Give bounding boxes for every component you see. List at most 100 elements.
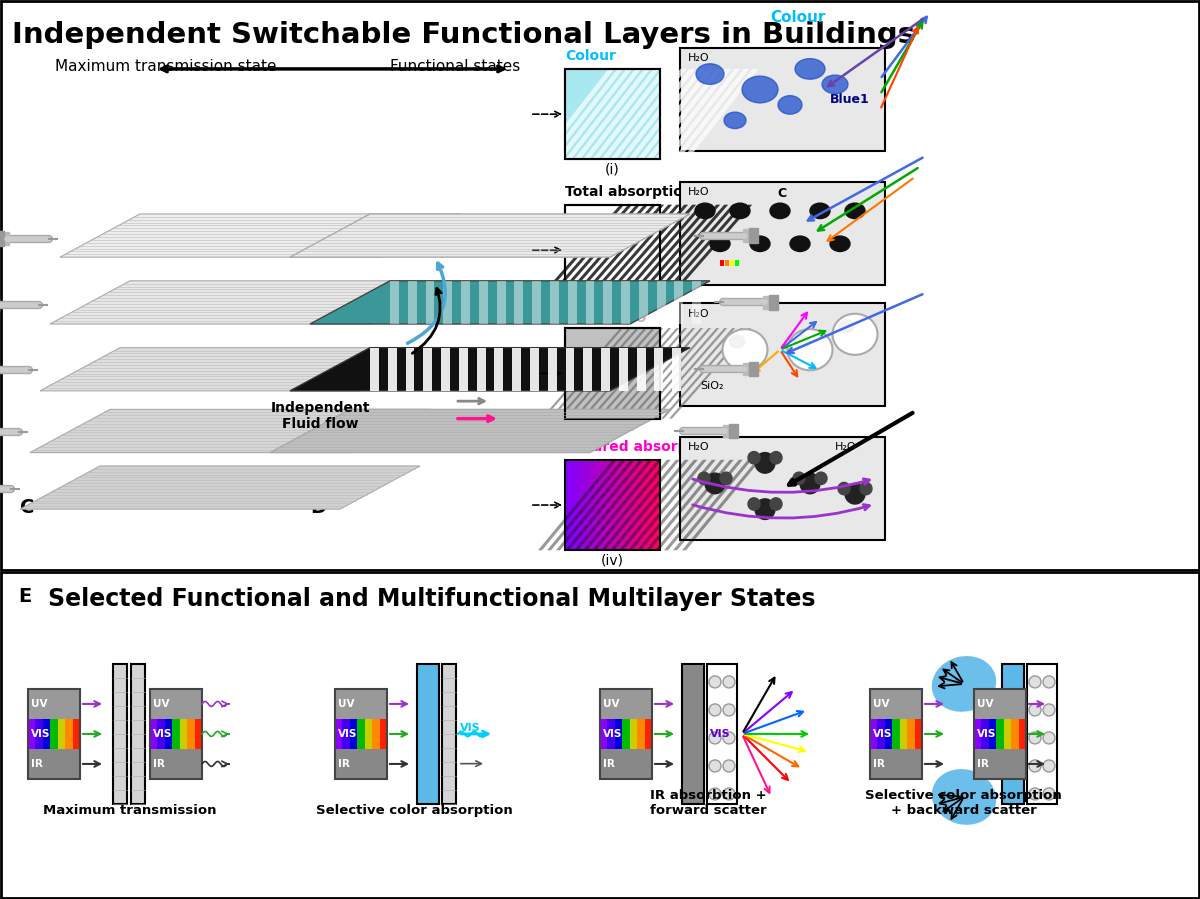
Text: Selective color absorption
+ backward scatter: Selective color absorption + backward sc… — [865, 789, 1062, 817]
Polygon shape — [547, 348, 557, 391]
Bar — [870, 689, 922, 719]
Bar — [607, 719, 614, 749]
Text: Independent Switchable Functional Layers in Buildings: Independent Switchable Functional Layers… — [12, 21, 916, 49]
Bar — [565, 328, 660, 419]
Polygon shape — [622, 205, 704, 295]
Polygon shape — [646, 69, 722, 159]
Text: UV: UV — [338, 699, 354, 709]
Text: C: C — [20, 498, 35, 518]
Polygon shape — [589, 205, 672, 295]
Circle shape — [860, 483, 872, 494]
Polygon shape — [568, 280, 577, 324]
Polygon shape — [574, 69, 650, 159]
Bar — [914, 719, 922, 749]
Bar — [600, 689, 652, 719]
Polygon shape — [601, 348, 610, 391]
Polygon shape — [672, 348, 682, 391]
Text: C: C — [778, 187, 787, 200]
Bar — [335, 719, 342, 749]
Bar — [722, 425, 730, 437]
Polygon shape — [628, 459, 707, 550]
Polygon shape — [565, 348, 575, 391]
Polygon shape — [656, 280, 666, 324]
Circle shape — [1030, 732, 1042, 744]
Bar — [600, 749, 652, 779]
Polygon shape — [592, 69, 668, 159]
Bar — [749, 228, 758, 243]
Bar — [157, 719, 164, 749]
Polygon shape — [408, 280, 416, 324]
Text: UV: UV — [604, 699, 619, 709]
Text: IR: IR — [977, 759, 989, 769]
Bar — [36, 719, 43, 749]
Bar — [565, 69, 660, 159]
Bar — [870, 689, 922, 779]
Bar — [870, 719, 877, 749]
Polygon shape — [550, 280, 559, 324]
Bar — [974, 749, 1026, 779]
Polygon shape — [290, 214, 690, 257]
Polygon shape — [610, 459, 689, 550]
Polygon shape — [557, 205, 641, 295]
Text: Selected Functional and Multifunctional Multilayer States: Selected Functional and Multifunctional … — [48, 587, 816, 611]
Bar — [682, 663, 704, 804]
Polygon shape — [370, 348, 379, 391]
Polygon shape — [581, 328, 664, 419]
Text: H₂O: H₂O — [688, 308, 709, 318]
Text: UV: UV — [31, 699, 48, 709]
Bar — [565, 69, 660, 159]
Text: Maximum transmission: Maximum transmission — [43, 804, 217, 817]
Ellipse shape — [724, 112, 746, 129]
Circle shape — [706, 473, 725, 494]
Text: H₂O: H₂O — [688, 442, 709, 452]
Bar — [113, 663, 127, 804]
Polygon shape — [670, 328, 751, 419]
Polygon shape — [653, 328, 736, 419]
Circle shape — [709, 704, 721, 716]
Circle shape — [845, 484, 865, 504]
Circle shape — [1043, 676, 1055, 688]
Circle shape — [770, 451, 782, 464]
Ellipse shape — [710, 236, 730, 252]
Circle shape — [815, 472, 827, 485]
Polygon shape — [637, 205, 720, 295]
Text: Blue1: Blue1 — [830, 93, 870, 106]
Bar — [342, 719, 350, 749]
Polygon shape — [638, 280, 648, 324]
Text: Total absorption: Total absorption — [565, 184, 692, 199]
Bar — [730, 423, 738, 438]
Polygon shape — [476, 348, 486, 391]
Bar — [870, 749, 922, 779]
Ellipse shape — [787, 329, 833, 370]
Polygon shape — [290, 348, 690, 391]
Polygon shape — [533, 280, 541, 324]
Bar — [900, 719, 907, 749]
Polygon shape — [388, 348, 397, 391]
Text: D: D — [310, 498, 326, 518]
Ellipse shape — [932, 656, 996, 712]
Text: (iii): (iii) — [601, 422, 623, 436]
Circle shape — [1043, 704, 1055, 716]
Circle shape — [755, 452, 775, 473]
Polygon shape — [598, 205, 680, 295]
Polygon shape — [664, 69, 740, 159]
Bar — [989, 719, 996, 749]
Text: VIS: VIS — [31, 729, 50, 739]
Text: VIS: VIS — [460, 723, 481, 733]
Polygon shape — [494, 348, 503, 391]
Polygon shape — [646, 459, 725, 550]
Ellipse shape — [750, 236, 770, 252]
Bar — [1003, 719, 1012, 749]
Polygon shape — [550, 328, 631, 419]
Polygon shape — [557, 328, 640, 419]
Polygon shape — [601, 69, 677, 159]
Bar — [418, 663, 439, 804]
Circle shape — [748, 498, 760, 510]
Polygon shape — [637, 459, 715, 550]
Ellipse shape — [932, 769, 996, 824]
Text: H₂O: H₂O — [835, 442, 857, 452]
Bar — [50, 719, 58, 749]
Polygon shape — [605, 328, 688, 419]
Polygon shape — [598, 328, 679, 419]
Bar — [680, 182, 886, 285]
